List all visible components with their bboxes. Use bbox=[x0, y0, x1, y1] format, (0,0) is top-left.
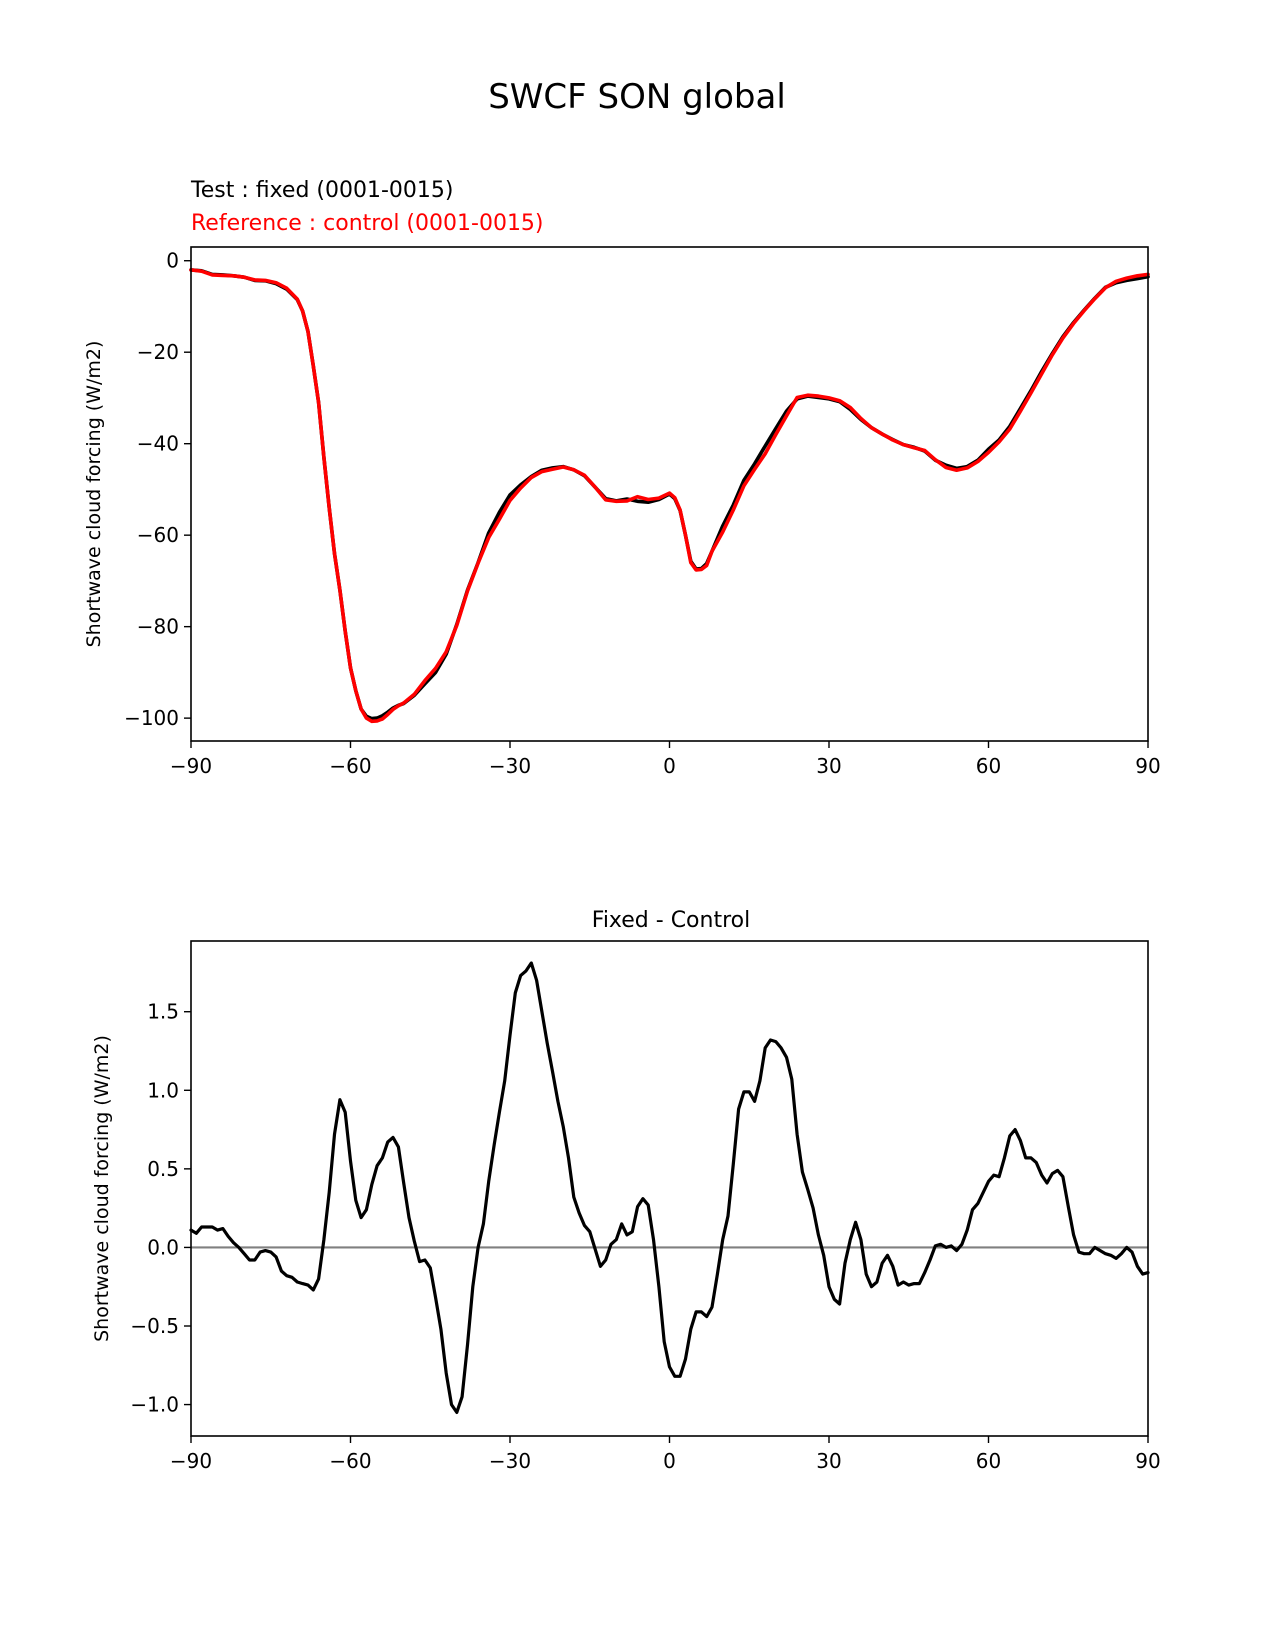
y-tick-label: −40 bbox=[137, 432, 179, 456]
x-tick-label: −30 bbox=[489, 754, 531, 778]
x-tick-label: −90 bbox=[170, 754, 212, 778]
x-tick-label: 60 bbox=[976, 754, 1001, 778]
y-tick-label: 0.5 bbox=[147, 1157, 179, 1181]
y-axis-label: Shortwave cloud forcing (W/m2) bbox=[91, 1035, 113, 1342]
y-tick-label: −0.5 bbox=[130, 1314, 179, 1338]
x-tick-label: 90 bbox=[1135, 754, 1160, 778]
bottom-plot-area: −90 −60 −30 0 30 60 90 1.5 1.0 0.5 0.0 −0.5 −1.0 Shor… bbox=[91, 940, 1161, 1473]
difference-title: Fixed - Control bbox=[592, 908, 750, 933]
y-tick-label: 0 bbox=[166, 249, 179, 273]
reference-legend-title: Reference : control (0001-0015) bbox=[191, 211, 544, 236]
x-tick-label: 30 bbox=[816, 754, 841, 778]
x-tick-label: −60 bbox=[329, 754, 371, 778]
series-line-control bbox=[189, 268, 1150, 724]
x-tick-label: −30 bbox=[489, 1449, 531, 1473]
test-legend-title: Test : fixed (0001-0015) bbox=[190, 178, 454, 203]
x-tick-label: −60 bbox=[329, 1449, 371, 1473]
x-tick-label: −90 bbox=[170, 1449, 212, 1473]
x-tick-label: 60 bbox=[976, 1449, 1001, 1473]
x-tick-label: 30 bbox=[816, 1449, 841, 1473]
bottom-panel: Fixed - Control −90 −60 −30 0 30 60 90 1.5 1.0 0.… bbox=[91, 908, 1161, 1473]
y-tick-label: 1.5 bbox=[147, 1000, 179, 1024]
top-panel: Test : fixed (0001-0015) Reference : con… bbox=[83, 178, 1161, 778]
y-tick-label: 1.0 bbox=[147, 1078, 179, 1102]
y-tick-label: 0.0 bbox=[147, 1235, 179, 1259]
figure-title: SWCF SON global bbox=[488, 77, 786, 117]
x-tick-label: 90 bbox=[1135, 1449, 1160, 1473]
y-axis-label: Shortwave cloud forcing (W/m2) bbox=[83, 341, 105, 648]
x-tick-label: 0 bbox=[663, 1449, 676, 1473]
series-line-fixed-control bbox=[189, 961, 1150, 1415]
x-tick-label: 0 bbox=[663, 754, 676, 778]
y-tick-label: −20 bbox=[137, 340, 179, 364]
top-plot-area: −90 −60 −30 0 30 60 90 0 −20 −40 −60 −80 −100 Shortwa… bbox=[83, 246, 1161, 778]
y-tick-label: −80 bbox=[137, 615, 179, 639]
y-tick-label: −100 bbox=[124, 706, 179, 730]
y-tick-label: −1.0 bbox=[130, 1393, 179, 1417]
y-tick-label: −60 bbox=[137, 523, 179, 547]
